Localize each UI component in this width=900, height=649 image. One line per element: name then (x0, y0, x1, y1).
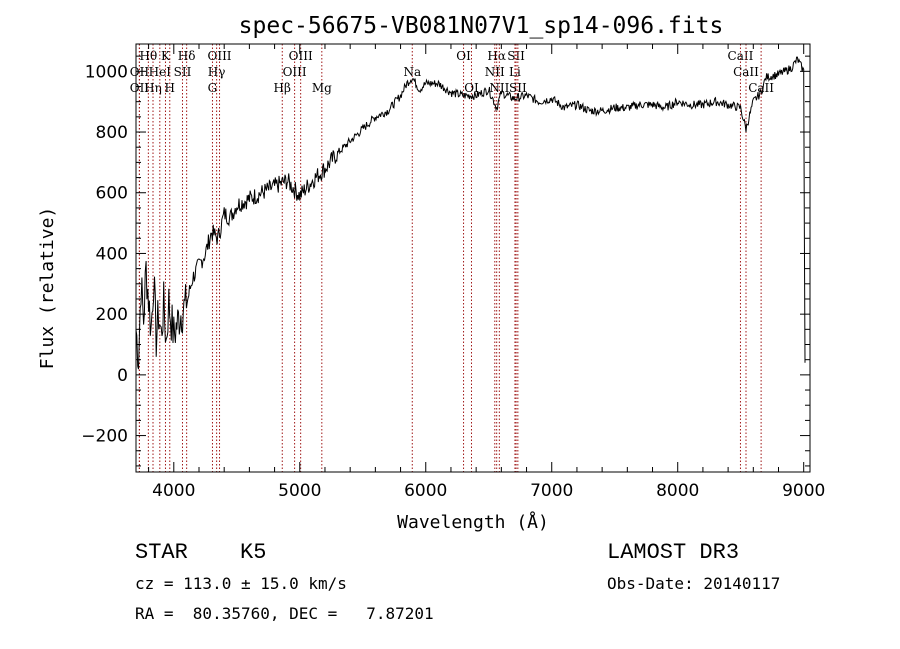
spectral-line-label: H (165, 81, 175, 95)
ra-dec-coordinates: RA = 80.35760, DEC = 7.87201 (135, 604, 434, 623)
x-axis-label: Wavelength (Å) (397, 511, 549, 533)
spectral-line-label: CaII (748, 81, 774, 95)
x-tick-label: 5000 (278, 481, 321, 501)
y-tick-label: 800 (96, 123, 128, 143)
spectral-line-label: Hγ (208, 65, 226, 79)
spectral-line-label: OIII (289, 49, 313, 63)
spectral-line-label: Hα (487, 49, 506, 63)
spectral-line-label: Hβ (274, 81, 291, 95)
spectral-line-label: OI (456, 49, 471, 63)
x-tick-label: 4000 (152, 481, 195, 501)
spectral-line-label: Na (403, 65, 421, 79)
spectral-line-label: OIII (283, 65, 307, 79)
spectral-line-label: Li (509, 65, 521, 79)
spectral-line-label: NII (489, 81, 509, 95)
spectral-line-label: Hη (144, 81, 162, 95)
y-tick-label: −200 (81, 427, 128, 447)
spectral-line-label: Hδ (178, 49, 196, 63)
spectral-line-label: OIII (207, 49, 231, 63)
spectral-line-label: K (161, 49, 171, 63)
observation-date: Obs-Date: 20140117 (607, 574, 781, 593)
x-tick-label: 8000 (656, 481, 699, 501)
survey-label: LAMOST DR3 (607, 540, 740, 565)
y-tick-label: 0 (117, 366, 128, 386)
spectrum-chart: spec-56675-VB081N07V1_sp14-096.fits Hθ OII… (37, 13, 825, 533)
object-class: STAR (135, 540, 188, 565)
spectral-line-label: SII (174, 65, 192, 79)
object-subclass: K5 (240, 540, 267, 565)
spectral-line-label: HeI (149, 65, 172, 79)
spectral-line-label: OII (130, 81, 150, 95)
y-tick-label: 1000 (85, 62, 128, 82)
plot-frame (135, 43, 811, 473)
spectral-line-label: SII (509, 81, 527, 95)
redshift-velocity: cz = 113.0 ± 15.0 km/s (135, 574, 347, 593)
y-tick-label: 600 (96, 184, 128, 204)
x-tick-label: 9000 (782, 481, 825, 501)
spectral-line-label: Mg (312, 81, 332, 95)
spectral-line-label: G (208, 81, 218, 95)
spectral-line-label: NII (485, 65, 505, 79)
x-tick-label: 6000 (404, 481, 447, 501)
y-tick-label: 200 (96, 305, 128, 325)
spectral-line-label: SII (507, 49, 525, 63)
chart-title: spec-56675-VB081N07V1_sp14-096.fits (239, 13, 724, 39)
y-tick-label: 400 (96, 244, 128, 264)
spectrum-flux-line (135, 56, 806, 370)
x-tick-label: 7000 (530, 481, 573, 501)
spectral-line-label: OI (464, 81, 479, 95)
spectral-line-label: CaII (733, 65, 759, 79)
spectral-line-label: Hθ (139, 49, 157, 63)
y-axis-label: Flux (relative) (37, 207, 58, 370)
spectral-line-label: CaII (728, 49, 754, 63)
